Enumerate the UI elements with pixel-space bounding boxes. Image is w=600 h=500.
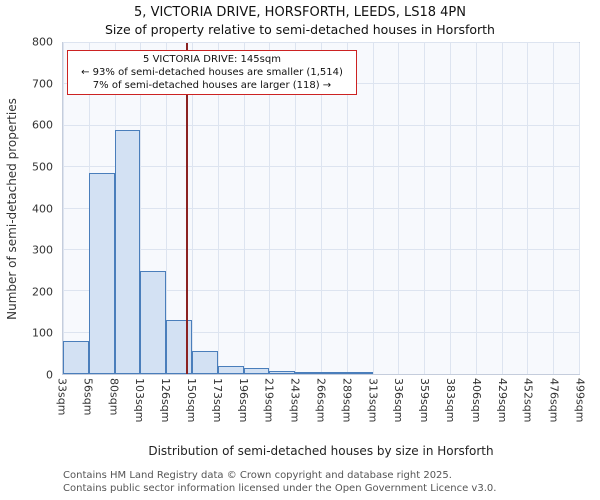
bar-289sqm — [346, 372, 373, 374]
annotation-line-1: 5 VICTORIA DRIVE: 145sqm — [143, 54, 281, 65]
property-size-marker-line — [186, 43, 189, 374]
bar-150sqm — [192, 351, 218, 374]
footer: Contains HM Land Registry data © Crown c… — [63, 470, 496, 495]
y-tick-label: 400 — [32, 202, 53, 215]
annotation-line-3: 7% of semi-detached houses are larger (1… — [92, 80, 332, 91]
x-tick-label: 150sqm — [185, 378, 198, 423]
gridline-vertical — [372, 43, 374, 374]
y-axis-label-wrap: Number of semi-detached properties — [0, 42, 24, 375]
gridline-vertical — [424, 43, 426, 374]
gridline-vertical — [501, 43, 503, 374]
x-tick-label: 126sqm — [159, 378, 173, 423]
x-tick-label: 336sqm — [392, 378, 406, 423]
bar-33sqm — [63, 340, 89, 374]
gridline-vertical — [192, 43, 193, 374]
gridline-vertical — [321, 43, 322, 374]
bar-219sqm — [269, 370, 296, 374]
gridline-vertical — [63, 43, 64, 374]
x-tick-label: 313sqm — [366, 378, 380, 423]
bar-56sqm — [88, 173, 115, 374]
gridline-horizontal — [63, 42, 579, 43]
y-tick-label: 100 — [32, 326, 53, 340]
x-tick-label: 173sqm — [210, 378, 224, 423]
y-tick-label: 600 — [32, 118, 53, 132]
gridline-vertical — [346, 43, 348, 374]
y-tick-label: 500 — [32, 160, 53, 174]
x-tick-labels: 33sqm 56sqm 80sqm 103sqm 126sqm 150sqm 173sqm 1… — [56, 378, 587, 436]
chart-title: 5, VICTORIA DRIVE, HORSFORTH, LEEDS, LS1… — [134, 5, 466, 20]
x-tick-label: 243sqm — [288, 378, 302, 423]
x-axis-label: Distribution of semi-detached houses by … — [148, 444, 494, 458]
x-tick-label: 289sqm — [340, 378, 354, 423]
bar-173sqm — [217, 365, 244, 374]
gridline-vertical — [450, 43, 451, 374]
y-tick-label: 0 — [46, 368, 53, 382]
gridline-vertical — [579, 43, 580, 374]
x-tick-label: 383sqm — [444, 378, 457, 423]
x-tick-label: 406sqm — [469, 378, 483, 423]
gridline-vertical — [243, 43, 245, 374]
x-tick-label: 359sqm — [418, 378, 432, 423]
x-tick-label: 196sqm — [236, 378, 250, 423]
footer-line-1: Contains HM Land Registry data © Crown c… — [63, 470, 452, 481]
x-tick-label: 476sqm — [547, 378, 561, 423]
x-tick-label: 219sqm — [262, 378, 276, 423]
y-tick-label: 200 — [32, 285, 53, 299]
gridline-vertical — [217, 43, 219, 374]
x-tick-label: 266sqm — [314, 378, 328, 423]
y-tick-labels: 0 100 200 300 400 500 600 700 800 — [24, 36, 58, 382]
plot-area: 5 VICTORIA DRIVE: 145sqm ← 93% of semi-d… — [62, 42, 580, 375]
chart-subtitle: Size of property relative to semi-detach… — [105, 22, 495, 37]
gridline-vertical — [295, 43, 297, 374]
gridline-vertical — [527, 43, 529, 374]
y-tick-label: 300 — [32, 243, 53, 257]
x-tick-label: 103sqm — [133, 378, 147, 423]
gridline-vertical — [166, 43, 168, 374]
gridline-vertical — [398, 43, 400, 374]
footer-line-2: Contains public sector information licen… — [63, 482, 497, 494]
x-tick-label: 56sqm — [81, 378, 95, 416]
bar-80sqm — [114, 129, 141, 374]
gridline-vertical — [140, 43, 142, 374]
y-tick-label: 700 — [32, 77, 53, 91]
bar-196sqm — [243, 367, 270, 374]
gridline-vertical — [553, 43, 555, 374]
y-tick-label: 800 — [32, 35, 53, 49]
x-tick-label: 33sqm — [55, 378, 69, 416]
bar-103sqm — [140, 270, 167, 374]
gridline-vertical — [475, 43, 477, 374]
y-axis-label: Number of semi-detached properties — [5, 97, 20, 320]
annotation-box: 5 VICTORIA DRIVE: 145sqm ← 93% of semi-d… — [67, 50, 357, 95]
x-tick-label: 452sqm — [521, 378, 535, 423]
x-tick-label: 499sqm — [573, 378, 587, 423]
bar-266sqm — [321, 372, 347, 374]
annotation-line-2: ← 93% of semi-detached houses are smalle… — [81, 67, 343, 78]
x-tick-label: 80sqm — [107, 378, 121, 416]
gridline-vertical — [269, 43, 271, 374]
x-tick-label: 429sqm — [495, 378, 509, 423]
bar-243sqm — [295, 371, 321, 374]
bar-126sqm — [166, 320, 192, 374]
